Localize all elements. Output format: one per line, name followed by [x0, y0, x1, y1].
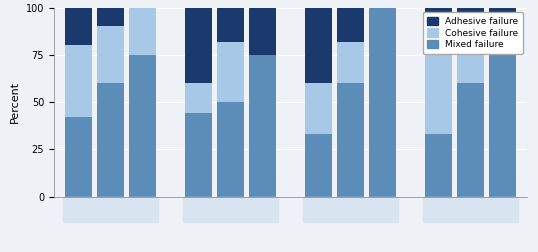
Bar	[457, 8, 484, 21]
Bar	[303, 197, 398, 222]
Bar	[306, 8, 332, 83]
Bar	[97, 26, 124, 83]
Bar	[457, 21, 484, 83]
Bar	[97, 83, 124, 197]
Bar	[185, 8, 212, 83]
Bar	[426, 134, 452, 197]
Bar	[369, 8, 396, 197]
Bar	[62, 197, 158, 222]
Bar	[249, 55, 275, 197]
Bar	[217, 42, 244, 102]
Bar	[306, 83, 332, 134]
Bar	[306, 134, 332, 197]
Bar	[337, 42, 364, 83]
Bar	[423, 197, 519, 222]
Bar	[249, 8, 275, 55]
Bar	[97, 8, 124, 26]
Bar	[185, 113, 212, 197]
Bar	[217, 102, 244, 197]
Bar	[337, 83, 364, 197]
Bar	[337, 8, 364, 42]
Bar	[129, 8, 155, 55]
Bar	[65, 45, 92, 117]
Bar	[65, 117, 92, 197]
Legend: Adhesive failure, Cohesive failure, Mixed failure: Adhesive failure, Cohesive failure, Mixe…	[422, 12, 523, 54]
Bar	[217, 8, 244, 42]
Bar	[426, 8, 452, 25]
Bar	[65, 8, 92, 45]
Bar	[426, 25, 452, 134]
Bar	[129, 55, 155, 197]
Bar	[183, 197, 278, 222]
Bar	[489, 40, 516, 197]
Bar	[489, 8, 516, 40]
Bar	[185, 83, 212, 113]
Y-axis label: Percent: Percent	[10, 81, 20, 123]
Bar	[457, 83, 484, 197]
